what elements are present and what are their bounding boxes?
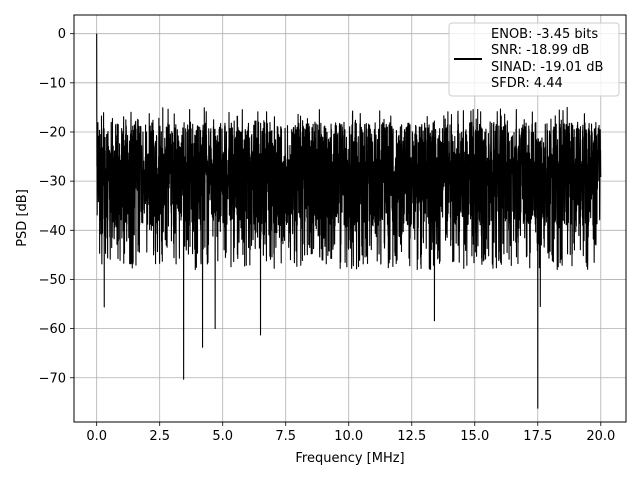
y-tick-label: −10: [39, 76, 66, 91]
x-axis-ticks: 0.0 2.5 5.0 7.5 10.0 12.5 15.0 17.5 20.0: [86, 422, 615, 444]
y-tick-label: −60: [39, 322, 66, 337]
x-tick-label: 5.0: [212, 429, 233, 444]
y-tick-label: −50: [39, 273, 66, 288]
x-tick-label: 15.0: [460, 429, 489, 444]
x-tick-label: 2.5: [149, 429, 170, 444]
y-axis-label: PSD [dB]: [15, 189, 30, 247]
legend-snr: SNR: -18.99 dB: [491, 43, 589, 58]
legend-enob: ENOB: -3.45 bits: [491, 27, 598, 42]
y-tick-label: −30: [39, 175, 66, 190]
plot-area: [96, 33, 602, 409]
x-tick-label: 17.5: [523, 429, 552, 444]
axes-frame: [73, 14, 627, 423]
x-tick-label: 12.5: [397, 429, 426, 444]
x-tick-label: 0.0: [86, 429, 107, 444]
psd-series-line: [96, 33, 602, 409]
legend-sinad: SINAD: -19.01 dB: [491, 60, 603, 75]
y-tick-label: 0: [58, 27, 66, 42]
legend-sfdr: SFDR: 4.44: [491, 76, 563, 91]
x-tick-label: 7.5: [275, 429, 296, 444]
y-tick-label: −40: [39, 224, 66, 239]
x-tick-label: 20.0: [586, 429, 615, 444]
y-tick-label: −70: [39, 371, 66, 386]
legend: ENOB: -3.45 bits SNR: -18.99 dB SINAD: -…: [448, 22, 620, 97]
x-axis-label: Frequency [MHz]: [295, 451, 404, 466]
y-axis-ticks: 0 −10 −20 −30 −40 −50 −60 −70: [39, 27, 74, 386]
y-tick-label: −20: [39, 125, 66, 140]
legend-box: [448, 22, 620, 97]
x-tick-label: 10.0: [334, 429, 363, 444]
